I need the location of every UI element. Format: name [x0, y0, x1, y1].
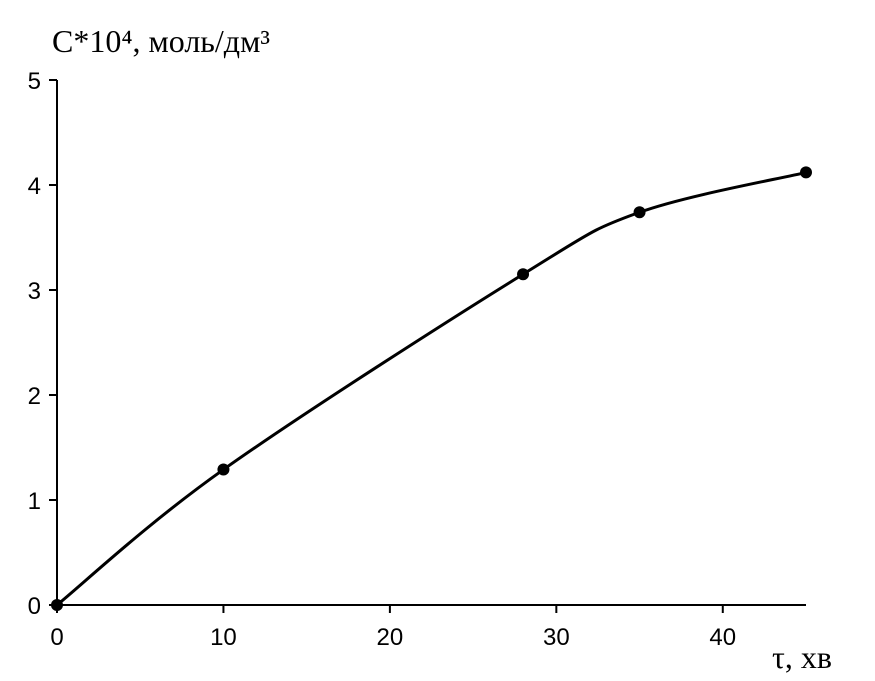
y-tick-label: 3 [28, 278, 41, 305]
point [633, 206, 646, 219]
point [517, 268, 530, 281]
x-tick-label: 30 [543, 624, 570, 651]
y-tick-label: 4 [28, 173, 41, 200]
y-tick-label: 2 [28, 383, 41, 410]
point [51, 599, 63, 611]
x-axis-label: τ, хв [772, 639, 832, 675]
x-tick-label: 20 [377, 624, 404, 651]
x-tick-label: 40 [709, 624, 736, 651]
x-tick-label: 10 [210, 624, 237, 651]
x-tick-label: 0 [50, 624, 63, 651]
point [217, 463, 230, 476]
point [800, 166, 812, 179]
y-axis-label: С*10⁴, моль/дм³ [52, 23, 270, 59]
y-tick-label: 5 [28, 68, 41, 95]
y-tick-label: 0 [28, 593, 41, 620]
y-tick-label: 1 [28, 488, 41, 515]
line [56, 170, 807, 607]
